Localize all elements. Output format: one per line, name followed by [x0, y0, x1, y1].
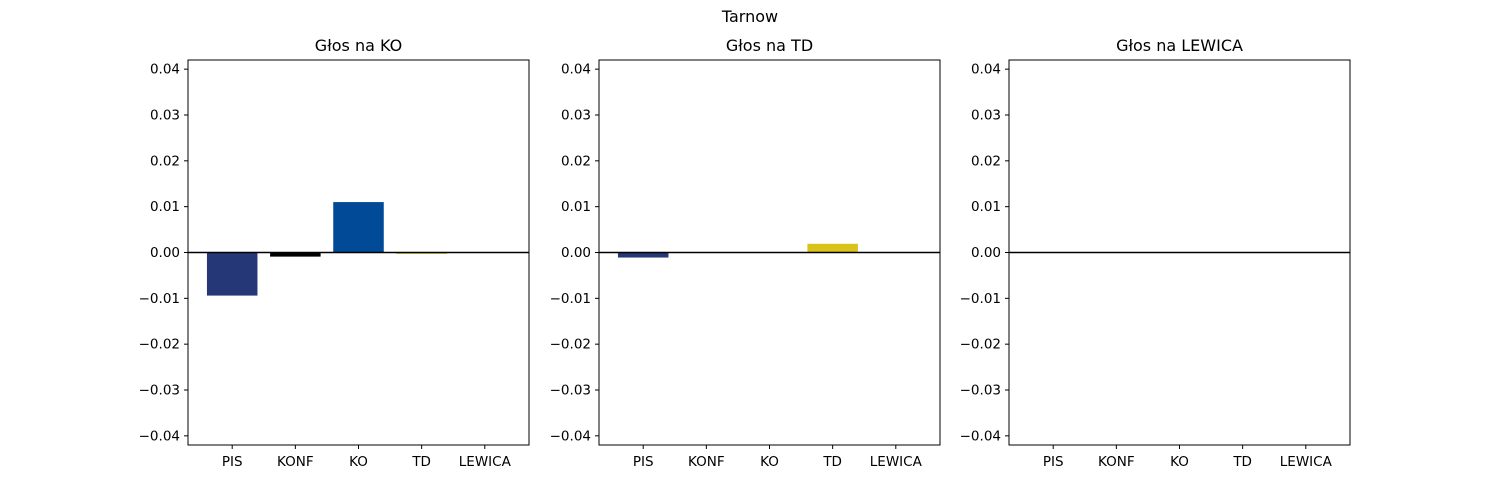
- x-tick-label: KONF: [277, 454, 314, 470]
- y-tick-label: 0.04: [971, 62, 1001, 78]
- y-tick-label: 0.01: [971, 199, 1001, 215]
- x-tick-label: LEWICA: [870, 454, 923, 470]
- x-tick-label: TD: [822, 454, 842, 470]
- subplot-1: Głos na KO −0.04 −0.03 −0.02 −0.01 0.00 0.01 0.…: [139, 36, 530, 470]
- x-tick-label: KO: [760, 454, 779, 470]
- subplot-title: Głos na LEWICA: [1116, 36, 1243, 55]
- y-tick-label: 0.00: [971, 245, 1001, 261]
- y-tick-label: −0.01: [550, 291, 591, 307]
- subplot-grid: Głos na KO −0.04 −0.03 −0.02 −0.01 0.00 0.01 0.…: [139, 36, 1351, 470]
- y-tick-label: 0.02: [971, 153, 1001, 169]
- y-tick-label: −0.04: [960, 428, 1001, 444]
- y-tick-label: 0.04: [150, 62, 180, 78]
- subplot-title: Głos na KO: [315, 36, 402, 55]
- y-tick-label: 0.03: [150, 108, 180, 124]
- y-tick-label: −0.03: [550, 383, 591, 399]
- y-tick-label: 0.01: [561, 199, 591, 215]
- y-tick-label: −0.04: [139, 428, 180, 444]
- bar-td: [807, 243, 858, 253]
- y-tick-label: 0.00: [561, 245, 591, 261]
- y-tick-label: 0.03: [561, 108, 591, 124]
- figure-suptitle: Tarnow: [721, 7, 778, 26]
- x-tick-label: KONF: [688, 454, 725, 470]
- x-tick-label: TD: [411, 454, 431, 470]
- x-tick-label: PIS: [222, 454, 243, 470]
- y-tick-label: 0.02: [561, 153, 591, 169]
- y-tick-label: 0.02: [150, 153, 180, 169]
- y-tick-label: −0.02: [960, 337, 1001, 353]
- bar-pis: [206, 252, 258, 296]
- y-tick-label: 0.04: [561, 62, 591, 78]
- y-tick-label: 0.01: [150, 199, 180, 215]
- x-tick-label: KONF: [1098, 454, 1135, 470]
- x-tick-label: TD: [1232, 454, 1252, 470]
- subplot-2: Głos na TD −0.04 −0.03 −0.02 −0.01 0.00 0.01 0.…: [550, 36, 941, 470]
- y-tick-label: −0.02: [139, 337, 180, 353]
- x-tick-label: LEWICA: [1280, 454, 1333, 470]
- y-tick-label: −0.01: [960, 291, 1001, 307]
- y-tick-label: −0.01: [139, 291, 180, 307]
- subplot-title: Głos na TD: [726, 36, 813, 55]
- y-tick-label: 0.00: [150, 245, 180, 261]
- x-tick-label: PIS: [1043, 454, 1064, 470]
- x-tick-label: KO: [1170, 454, 1189, 470]
- x-tick-label: LEWICA: [459, 454, 512, 470]
- y-tick-label: −0.03: [139, 383, 180, 399]
- bar-ko: [333, 202, 384, 253]
- y-tick-label: −0.02: [550, 337, 591, 353]
- y-tick-label: 0.03: [971, 108, 1001, 124]
- y-tick-label: −0.04: [550, 428, 591, 444]
- subplot-3: Głos na LEWICA −0.04 −0.03 −0.02 −0.01 0.00 0.…: [960, 36, 1351, 470]
- bar-konf: [270, 252, 321, 257]
- y-tick-label: −0.03: [960, 383, 1001, 399]
- bar-pis: [617, 252, 669, 258]
- x-tick-label: PIS: [633, 454, 654, 470]
- x-tick-label: KO: [349, 454, 368, 470]
